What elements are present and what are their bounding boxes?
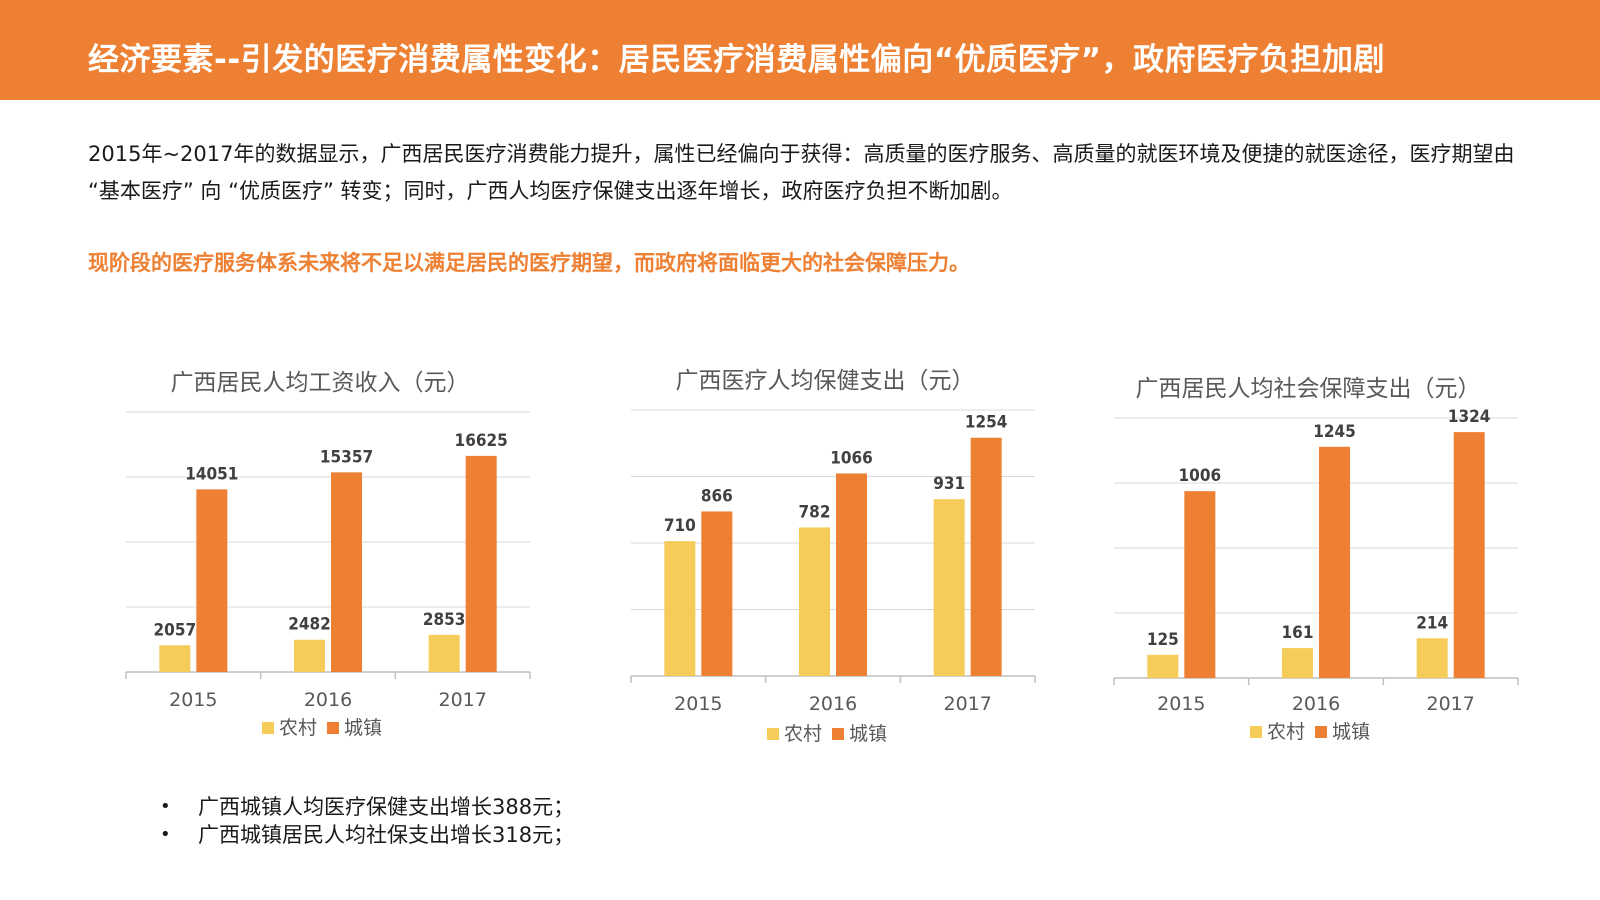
legend-label: 农村 (279, 717, 317, 739)
data-label: 125 (1147, 630, 1179, 650)
chart-health-expense: 广西医疗人均保健支出（元） 2015 710 866 2016 782 1066 2017 93… (625, 360, 1045, 750)
bar-urban (331, 472, 362, 672)
bar-rural (1416, 638, 1448, 678)
intro-paragraph: 2015年~2017年的数据显示，广西居民医疗消费能力提升，属性已经偏向于获得：… (88, 142, 1515, 203)
legend-label: 农村 (1267, 721, 1305, 743)
data-label: 1245 (1313, 422, 1356, 442)
highlight-statement: 现阶段的医疗服务体系未来将不足以满足居民的医疗期望，而政府将面临更大的社会保障压… (88, 251, 970, 275)
data-label: 1324 (1448, 407, 1491, 427)
chart-svg: 广西居民人均工资收入（元） 2015 2057 14051 2016 2482 15357 2… (125, 370, 531, 739)
legend-label: 农村 (784, 723, 822, 745)
bar-urban (970, 437, 1002, 676)
legend-label: 城镇 (1332, 721, 1370, 743)
data-label: 1066 (830, 448, 873, 468)
data-label: 2482 (288, 615, 331, 635)
bar-rural (1147, 654, 1179, 678)
note-item: 广西城镇居民人均社保支出增长318元； (160, 821, 574, 849)
data-label: 214 (1416, 613, 1448, 633)
data-label: 710 (664, 516, 696, 536)
legend-label: 城镇 (344, 717, 382, 739)
data-label: 16625 (455, 431, 508, 451)
bar-rural (799, 527, 830, 676)
chart-social-security: 广西居民人均社会保障支出（元） 2015 125 1006 2016 161 1245 201… (1108, 360, 1528, 750)
data-label: 15357 (320, 447, 373, 467)
chart-title: 广西居民人均社会保障支出（元） (1136, 376, 1481, 402)
data-label: 1006 (1179, 466, 1222, 486)
data-label: 2853 (423, 610, 466, 630)
bar-rural (159, 645, 191, 672)
bar-rural (428, 634, 460, 672)
bar-rural (1282, 648, 1313, 678)
bar-urban (701, 511, 733, 676)
chart-svg: 广西居民人均社会保障支出（元） 2015 125 1006 2016 161 1245 201… (1113, 376, 1519, 743)
bar-urban (1453, 432, 1485, 678)
header-bar: 经济要素--引发的医疗消费属性变化：居民医疗消费属性偏向“优质医疗”，政府医疗负… (0, 0, 1600, 100)
data-label: 931 (933, 474, 965, 494)
x-tick-label: 2015 (1157, 693, 1205, 715)
legend-swatch-rural (1250, 726, 1262, 738)
bar-urban (1184, 491, 1216, 678)
legend-label: 城镇 (849, 723, 887, 745)
data-label: 1254 (965, 413, 1008, 433)
chart-title: 广西医疗人均保健支出（元） (676, 368, 975, 394)
legend-swatch-urban (1315, 726, 1327, 738)
x-tick-label: 2017 (1426, 693, 1474, 715)
bar-urban (836, 473, 867, 676)
data-label: 14051 (185, 464, 238, 484)
x-tick-label: 2015 (169, 689, 217, 711)
legend-swatch-rural (262, 722, 274, 734)
data-label: 782 (799, 502, 831, 522)
bar-urban (465, 455, 497, 672)
x-tick-label: 2017 (943, 693, 991, 715)
data-label: 2057 (154, 620, 197, 640)
note-item: 广西城镇人均医疗保健支出增长388元； (160, 793, 574, 821)
x-tick-label: 2017 (438, 689, 486, 711)
bar-rural (664, 541, 696, 676)
legend-swatch-urban (327, 722, 339, 734)
bar-urban (196, 489, 228, 672)
data-label: 866 (701, 486, 733, 506)
page-title: 经济要素--引发的医疗消费属性变化：居民医疗消费属性偏向“优质医疗”，政府医疗负… (88, 42, 1385, 78)
bar-rural (933, 499, 965, 676)
bar-rural (294, 639, 325, 672)
chart-wage-income: 广西居民人均工资收入（元） 2015 2057 14051 2016 2482 15357 2… (120, 360, 540, 750)
legend-swatch-rural (767, 728, 779, 740)
legend-swatch-urban (832, 728, 844, 740)
data-label: 161 (1282, 623, 1314, 643)
chart-title: 广西居民人均工资收入（元） (171, 370, 470, 396)
x-tick-label: 2016 (809, 693, 857, 715)
summary-notes: 广西城镇人均医疗保健支出增长388元； 广西城镇居民人均社保支出增长318元； (160, 793, 574, 849)
x-tick-label: 2015 (674, 693, 722, 715)
bar-urban (1319, 446, 1350, 678)
x-tick-label: 2016 (304, 689, 352, 711)
x-tick-label: 2016 (1292, 693, 1340, 715)
